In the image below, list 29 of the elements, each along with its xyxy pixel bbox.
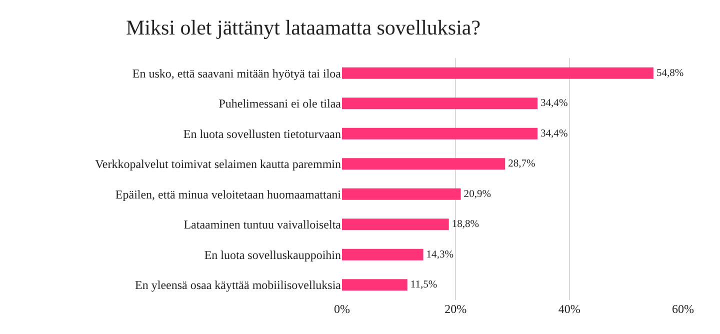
data-label: 14,3% (426, 249, 454, 260)
bar (342, 188, 461, 200)
data-label: 11,5% (410, 280, 438, 291)
bar (342, 67, 654, 79)
data-label: 54,8% (656, 68, 684, 79)
y-tick-label: Verkkopalvelut toimivat selaimen kautta paremmin (95, 157, 341, 172)
data-label: 34,4% (540, 128, 568, 140)
data-label: 18,8% (452, 219, 480, 230)
x-tick-label: 40% (558, 302, 580, 316)
bar (342, 218, 449, 230)
chart-title: Miksi olet jättänyt lataamatta sovelluksia? (126, 16, 481, 40)
x-tick-label: 20% (444, 302, 467, 316)
y-tick-label: En luota sovellusten tietoturvaan (183, 126, 341, 141)
y-tick-label: Lataaminen tuntuu vaivalloiselta (184, 218, 342, 232)
y-tick-label: En yleensä osaa käyttää mobiilisovelluksia (135, 278, 342, 292)
data-label: 34,4% (540, 98, 568, 110)
bar (342, 128, 538, 140)
x-tick-label: 60% (672, 302, 694, 316)
y-tick-label: Puhelimessani ei ole tilaa (218, 96, 342, 111)
bar (342, 158, 506, 170)
bar (342, 248, 424, 260)
y-tick-label: Epäilen, että minua veloitetaan huomaamattani (115, 187, 342, 202)
x-tick-label: 0% (334, 302, 350, 316)
bar (342, 279, 408, 291)
data-label: 28,7% (508, 158, 536, 170)
bar (342, 98, 538, 110)
data-label: 20,9% (464, 188, 492, 200)
y-tick-label: En usko, että saavani mitään hyötyä tai iloa (132, 66, 342, 80)
y-tick-label: En luota sovelluskauppoihin (204, 248, 341, 262)
